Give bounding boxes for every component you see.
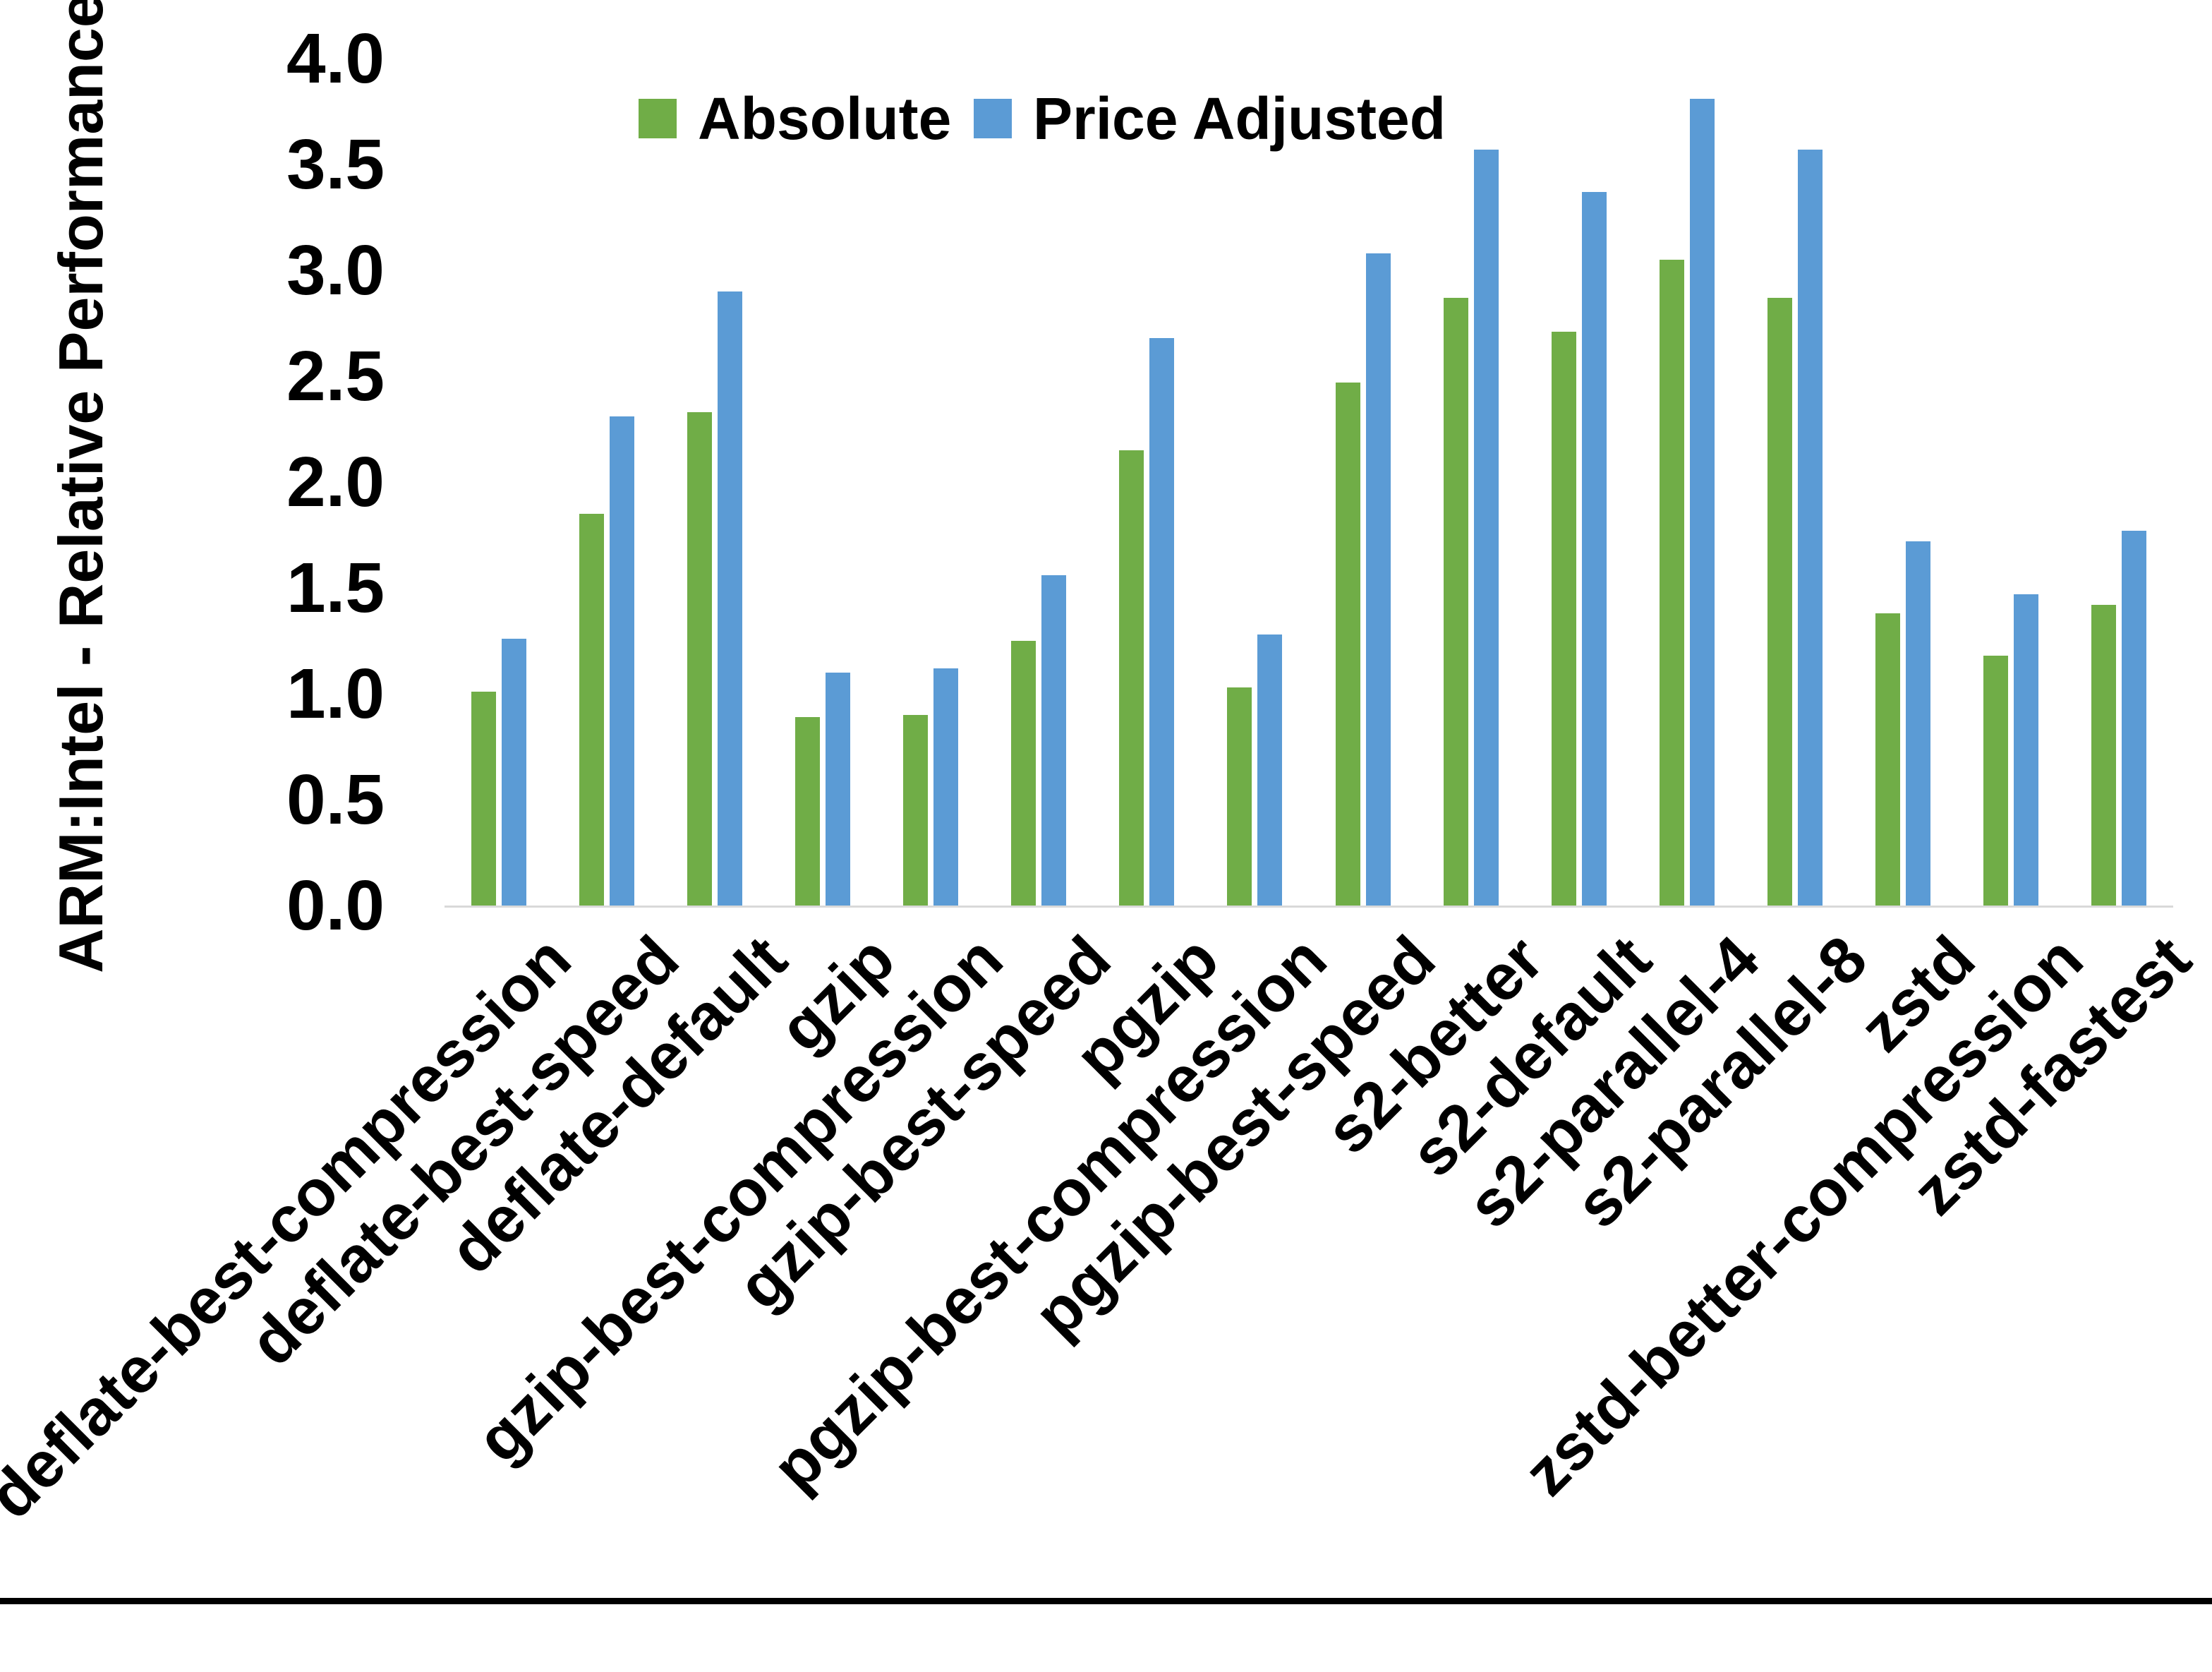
bar-price-adjusted-s2-better <box>1473 150 1499 906</box>
legend-swatch-price-adjusted <box>974 99 1012 138</box>
bar-group-gzip <box>768 59 876 906</box>
legend: Absolute Price Adjusted <box>0 85 2212 152</box>
bar-price-adjusted-gzip <box>825 673 850 906</box>
bar-price-adjusted-zstd-better-compression <box>2014 594 2039 906</box>
bar-absolute-s2-better <box>1443 298 1468 906</box>
bar-group-deflate-default <box>660 59 768 906</box>
bar-group-zstd-fastest <box>2065 59 2173 906</box>
bottom-border <box>0 1598 2212 1604</box>
bar-price-adjusted-s2-default <box>1581 192 1607 906</box>
bar-group-gzip-best-compression <box>877 59 985 906</box>
y-tick-0.5: 0.5 <box>286 760 385 839</box>
legend-swatch-absolute <box>639 99 677 138</box>
bar-absolute-s2-parallel-4 <box>1659 260 1684 906</box>
bar-price-adjusted-pgzip <box>1149 338 1175 906</box>
y-axis-title: ARM:Intel - Relative Performance <box>46 0 116 973</box>
bar-absolute-deflate-default <box>687 412 712 906</box>
bar-price-adjusted-s2-parallel-8 <box>1798 150 1823 906</box>
bar-group-s2-default <box>1525 59 1633 906</box>
bar-absolute-gzip <box>794 717 820 906</box>
bar-group-pgzip-best-speed <box>1309 59 1417 906</box>
legend-label-absolute: Absolute <box>698 85 952 152</box>
bar-price-adjusted-s2-parallel-4 <box>1689 99 1715 906</box>
bar-group-deflate-best-compression <box>445 59 552 906</box>
bar-price-adjusted-zstd-fastest <box>2122 531 2147 906</box>
legend-label-price-adjusted: Price Adjusted <box>1033 85 1446 152</box>
bar-group-gzip-best-speed <box>985 59 1093 906</box>
y-tick-0.0: 0.0 <box>286 866 385 945</box>
bar-group-s2-better <box>1417 59 1525 906</box>
y-tick-1.5: 1.5 <box>286 548 385 627</box>
bar-absolute-pgzip-best-speed <box>1335 383 1360 906</box>
bar-price-adjusted-deflate-default <box>717 291 742 906</box>
bar-absolute-deflate-best-speed <box>579 514 604 906</box>
bar-price-adjusted-deflate-best-speed <box>609 416 634 906</box>
bar-price-adjusted-gzip-best-compression <box>933 668 959 906</box>
y-tick-4.0: 4.0 <box>286 19 385 98</box>
bar-absolute-deflate-best-compression <box>471 692 496 906</box>
bar-group-pgzip-best-compression <box>1201 59 1309 906</box>
bar-price-adjusted-gzip-best-speed <box>1041 575 1067 906</box>
bar-group-s2-parallel-4 <box>1633 59 1741 906</box>
y-tick-3.0: 3.0 <box>286 231 385 310</box>
bar-group-zstd-better-compression <box>1957 59 2065 906</box>
plot-area <box>445 59 2173 908</box>
bar-absolute-s2-parallel-8 <box>1767 298 1793 906</box>
bar-absolute-zstd-better-compression <box>1983 656 2009 906</box>
legend-item-absolute: Absolute <box>639 85 952 152</box>
bar-absolute-pgzip-best-compression <box>1227 687 1252 906</box>
bar-price-adjusted-pgzip-best-compression <box>1257 634 1283 906</box>
bar-absolute-gzip-best-speed <box>1011 641 1037 906</box>
bar-absolute-gzip-best-compression <box>903 715 929 906</box>
bar-group-deflate-best-speed <box>552 59 660 906</box>
bar-group-s2-parallel-8 <box>1741 59 1849 906</box>
bar-price-adjusted-zstd <box>1906 541 1931 906</box>
y-tick-2.0: 2.0 <box>286 443 385 522</box>
bar-absolute-s2-default <box>1551 332 1576 906</box>
y-tick-1.0: 1.0 <box>286 654 385 733</box>
y-tick-2.5: 2.5 <box>286 337 385 416</box>
y-tick-3.5: 3.5 <box>286 125 385 204</box>
bar-absolute-pgzip <box>1119 450 1144 906</box>
bar-group-zstd <box>1849 59 1957 906</box>
bar-price-adjusted-pgzip-best-speed <box>1365 253 1391 906</box>
bar-absolute-zstd <box>1875 613 1901 906</box>
legend-item-price-adjusted: Price Adjusted <box>974 85 1446 152</box>
bar-group-pgzip <box>1093 59 1201 906</box>
bar-price-adjusted-deflate-best-compression <box>501 639 526 906</box>
bar-absolute-zstd-fastest <box>2091 605 2117 906</box>
